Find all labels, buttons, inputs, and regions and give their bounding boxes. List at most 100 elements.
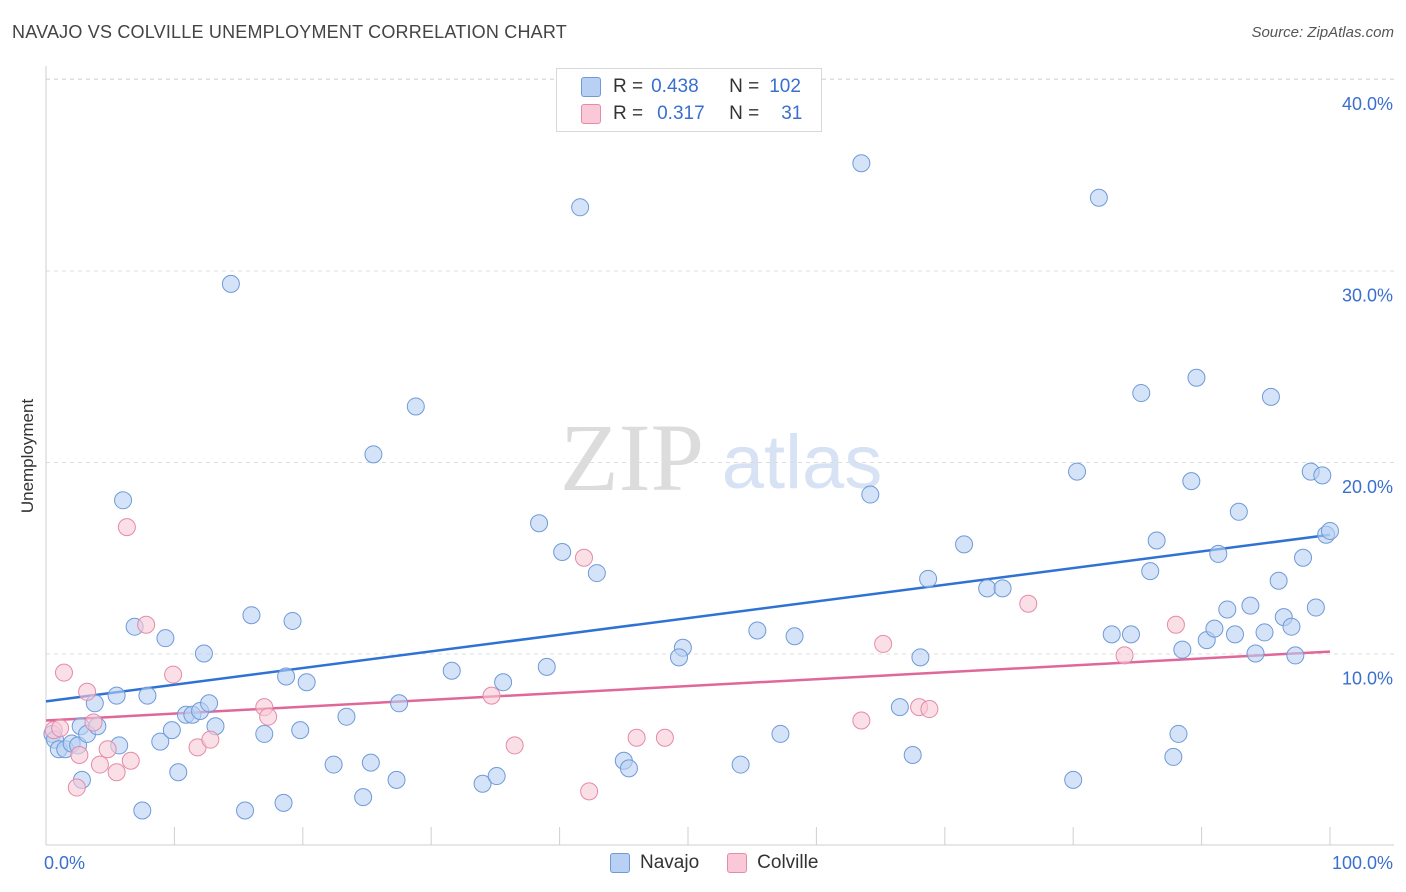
navajo-point xyxy=(162,721,181,740)
colville-point xyxy=(1019,594,1038,613)
y-tick-label: 40.0% xyxy=(1342,94,1393,114)
navajo-point xyxy=(390,694,409,713)
navajo-point xyxy=(571,198,590,217)
navajo-point xyxy=(1132,384,1151,403)
navajo-point xyxy=(911,648,930,667)
y-tick-label: 30.0% xyxy=(1342,286,1393,306)
legend-row-colville: R = 0.317 N = 31 xyxy=(581,103,802,125)
colville-point xyxy=(201,730,220,749)
navajo-point xyxy=(1089,188,1108,207)
colville-point xyxy=(1166,615,1185,634)
navajo-n-value: 102 xyxy=(769,76,801,97)
watermark-zip: ZIP xyxy=(560,404,704,511)
navajo-trend-line xyxy=(45,533,1331,703)
navajo-point xyxy=(274,793,293,812)
colville-point xyxy=(627,728,646,747)
colville-point xyxy=(482,686,501,705)
navajo-point xyxy=(151,732,170,751)
navajo-point xyxy=(553,543,572,562)
navajo-point xyxy=(731,755,750,774)
navajo-point xyxy=(903,745,922,764)
navajo-point xyxy=(194,644,213,663)
x-tick-label: 0.0% xyxy=(44,853,85,873)
colville-point xyxy=(107,763,126,782)
y-axis-label: Unemployment xyxy=(18,398,37,514)
colville-point xyxy=(90,755,109,774)
navajo-swatch xyxy=(581,77,601,97)
colville-r-label: R = xyxy=(613,103,644,124)
navajo-point xyxy=(1241,596,1260,615)
navajo-n-label: N = xyxy=(729,76,760,97)
colville-point xyxy=(574,548,593,567)
colville-legend-swatch xyxy=(727,853,748,873)
navajo-point xyxy=(255,724,274,743)
navajo-point xyxy=(406,397,425,416)
navajo-point xyxy=(1102,625,1121,644)
colville-point xyxy=(874,634,893,653)
navajo-point xyxy=(890,698,909,717)
navajo-legend-label: Navajo xyxy=(640,852,700,873)
colville-point xyxy=(580,782,599,801)
colville-point xyxy=(137,615,156,634)
colville-point xyxy=(54,663,73,682)
colville-legend-label: Colville xyxy=(757,852,819,873)
navajo-point xyxy=(1164,747,1183,766)
navajo-point xyxy=(283,611,302,630)
y-tick-label: 10.0% xyxy=(1342,669,1393,689)
navajo-point xyxy=(852,154,871,173)
y-tick-label: 20.0% xyxy=(1342,477,1393,497)
navajo-point xyxy=(200,694,219,713)
navajo-point xyxy=(1269,571,1288,590)
colville-point xyxy=(98,740,117,759)
navajo-point xyxy=(337,707,356,726)
navajo-point xyxy=(291,721,310,740)
navajo-point xyxy=(354,788,373,807)
navajo-point xyxy=(785,627,804,646)
navajo-point xyxy=(1246,644,1265,663)
navajo-point xyxy=(236,801,255,820)
navajo-r-label: R = xyxy=(613,76,644,97)
navajo-point xyxy=(861,485,880,504)
navajo-point xyxy=(156,629,175,648)
colville-n-value: 31 xyxy=(781,103,803,124)
colville-point xyxy=(1115,646,1134,665)
colville-n-label: N = xyxy=(729,103,760,124)
navajo-point xyxy=(955,535,974,554)
navajo-point xyxy=(1306,598,1325,617)
navajo-point xyxy=(1147,531,1166,550)
navajo-point xyxy=(537,657,556,676)
navajo-point xyxy=(1286,646,1305,665)
navajo-point xyxy=(1282,617,1301,636)
colville-point xyxy=(655,728,674,747)
colville-point xyxy=(164,665,183,684)
navajo-point xyxy=(138,686,157,705)
navajo-point xyxy=(919,569,938,588)
navajo-point xyxy=(1294,548,1313,567)
navajo-point xyxy=(133,801,152,820)
colville-r-value: 0.317 xyxy=(657,103,705,124)
navajo-point xyxy=(107,686,126,705)
legend-item-navajo: Navajo xyxy=(610,852,699,874)
navajo-point xyxy=(1187,368,1206,387)
navajo-point xyxy=(387,770,406,789)
legend-row-navajo: R = 0.438 N = 102 xyxy=(581,76,801,98)
colville-point xyxy=(51,719,70,738)
navajo-point xyxy=(324,755,343,774)
navajo-point xyxy=(1068,462,1087,481)
source-label: Source: ZipAtlas.com xyxy=(1251,24,1394,41)
navajo-point xyxy=(771,724,790,743)
chart-title: NAVAJO VS COLVILLE UNEMPLOYMENT CORRELAT… xyxy=(12,22,567,42)
navajo-point xyxy=(364,445,383,464)
navajo-point xyxy=(277,667,296,686)
navajo-point xyxy=(1121,625,1140,644)
navajo-point xyxy=(169,763,188,782)
x-tick-label: 100.0% xyxy=(1332,853,1393,873)
navajo-point xyxy=(114,491,133,510)
colville-point xyxy=(67,778,86,797)
navajo-point xyxy=(297,673,316,692)
colville-point xyxy=(121,751,140,770)
navajo-point xyxy=(1205,619,1224,638)
colville-point xyxy=(117,518,136,537)
navajo-point xyxy=(1209,544,1228,563)
